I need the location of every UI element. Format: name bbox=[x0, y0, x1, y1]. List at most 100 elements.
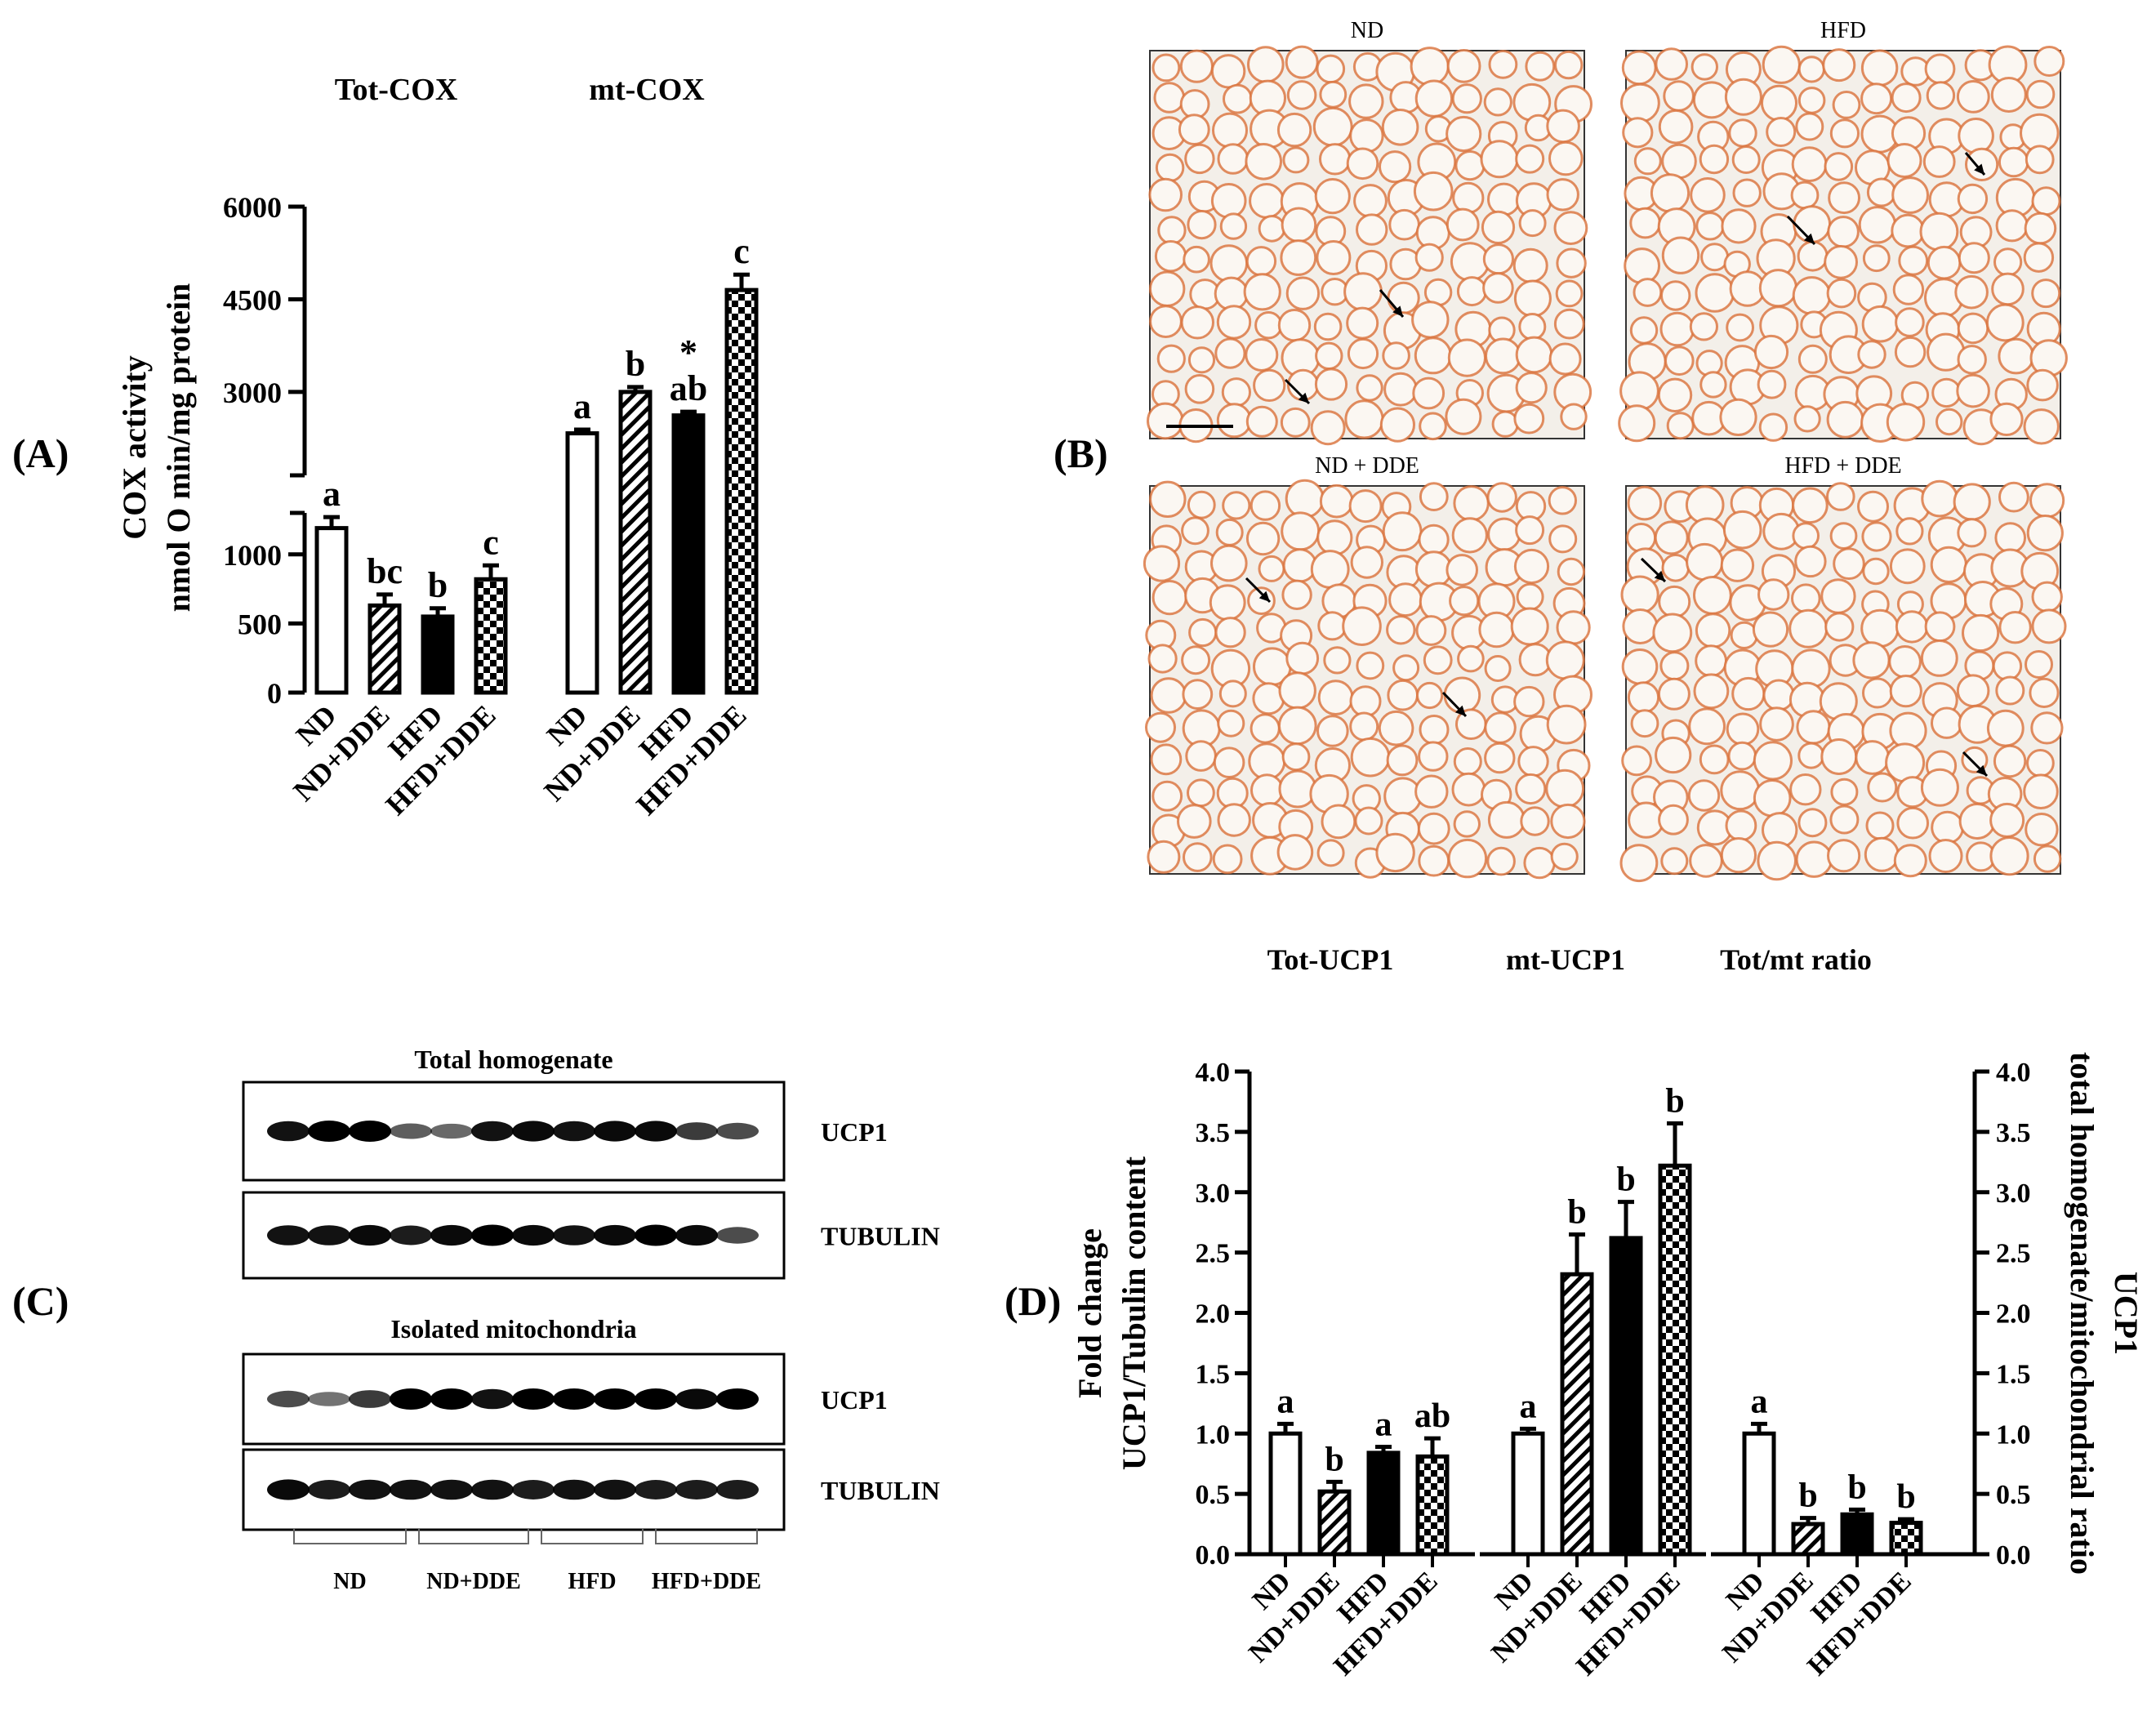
adipocyte bbox=[1210, 54, 1246, 89]
adipocyte bbox=[2031, 186, 2061, 216]
y-tick-label-right: 0.5 bbox=[1996, 1480, 2031, 1510]
band-label: UCP1 bbox=[821, 1117, 888, 1147]
adipocyte bbox=[1888, 645, 1922, 679]
adipocyte bbox=[1621, 745, 1652, 777]
adipocyte bbox=[1319, 143, 1352, 176]
adipocyte bbox=[1556, 247, 1587, 279]
adipocyte bbox=[1866, 177, 1896, 207]
adipocyte bbox=[1820, 578, 1856, 614]
adipocyte bbox=[1621, 50, 1657, 86]
adipocyte bbox=[1520, 806, 1550, 836]
cox-activity-chart: 0 500 1000 3000 4500 6000 COX activity nmol O m… bbox=[116, 73, 759, 822]
adipocyte bbox=[1922, 145, 1956, 178]
protein-band bbox=[471, 1121, 514, 1142]
y-tick-label-left: 3.0 bbox=[1196, 1179, 1231, 1209]
adipocyte bbox=[1792, 487, 1829, 524]
adipocyte bbox=[2031, 608, 2067, 644]
adipocyte bbox=[1515, 515, 1545, 546]
adipocyte bbox=[1285, 45, 1319, 79]
protein-band bbox=[512, 1480, 555, 1500]
significance-letter: bc bbox=[367, 551, 403, 591]
adipocyte bbox=[1281, 742, 1311, 772]
adipocyte bbox=[1515, 144, 1545, 174]
significance-letter: b bbox=[1325, 1441, 1343, 1478]
adipocyte bbox=[1893, 844, 1927, 878]
adipocyte bbox=[1154, 240, 1187, 273]
significance-letter: a bbox=[1277, 1383, 1294, 1420]
group-title: mt-COX bbox=[589, 73, 704, 107]
y-tick-label-left: 3.5 bbox=[1196, 1118, 1231, 1148]
adipocyte bbox=[1725, 809, 1757, 842]
adipocyte bbox=[1985, 303, 2025, 342]
protein-band bbox=[267, 1390, 310, 1408]
group-title: mt-UCP1 bbox=[1506, 943, 1625, 976]
adipocyte bbox=[1789, 773, 1822, 806]
adipocyte bbox=[1214, 617, 1246, 648]
adipocyte bbox=[2031, 279, 2061, 309]
panel-letter-d: (D) bbox=[1004, 1278, 1061, 1324]
adipocyte bbox=[1515, 773, 1547, 805]
adipocyte bbox=[1726, 712, 1760, 746]
adipocyte bbox=[1343, 272, 1383, 312]
adipocyte bbox=[1961, 746, 1989, 773]
adipocyte bbox=[1731, 145, 1761, 174]
adipocyte bbox=[2025, 650, 2053, 679]
adipocyte bbox=[1664, 345, 1695, 377]
panel-letter-a: (A) bbox=[12, 430, 69, 476]
adipocyte bbox=[1993, 744, 2027, 778]
adipocyte bbox=[1663, 80, 1695, 112]
adipocyte bbox=[1824, 245, 1859, 279]
adipocyte bbox=[1286, 80, 1317, 110]
adipocyte bbox=[1356, 651, 1385, 680]
adipocyte bbox=[1217, 803, 1251, 837]
adipocyte bbox=[2034, 46, 2065, 77]
adipocyte bbox=[1382, 511, 1423, 552]
significance-letter: c bbox=[483, 522, 499, 562]
protein-band bbox=[675, 1122, 718, 1140]
adipocyte bbox=[1989, 802, 2025, 838]
adipocyte bbox=[1182, 679, 1214, 710]
adipocyte bbox=[1245, 143, 1282, 180]
adipocyte bbox=[1281, 579, 1312, 610]
adipocyte bbox=[1895, 307, 1925, 337]
adipocyte bbox=[1346, 147, 1379, 180]
adipocyte bbox=[1957, 312, 1989, 345]
adipocyte bbox=[1695, 644, 1728, 678]
adipocyte bbox=[1183, 842, 1213, 872]
adipocyte bbox=[1280, 407, 1311, 438]
adipocyte bbox=[1655, 47, 1688, 81]
adipocyte bbox=[1659, 651, 1690, 681]
adipocyte bbox=[1249, 183, 1285, 219]
adipocyte bbox=[1152, 780, 1183, 812]
adipocyte bbox=[1833, 547, 1865, 581]
adipocyte bbox=[1720, 837, 1757, 874]
adipocyte bbox=[1148, 177, 1183, 212]
adipocyte bbox=[1450, 242, 1490, 282]
adipocyte bbox=[1217, 143, 1250, 175]
protein-band bbox=[512, 1388, 555, 1410]
adipocyte bbox=[1281, 207, 1317, 243]
adipocyte bbox=[1920, 768, 1959, 807]
adipocyte bbox=[1518, 313, 1547, 341]
adipocyte bbox=[1620, 82, 1660, 123]
adipocyte bbox=[1253, 368, 1286, 402]
adipocyte bbox=[1689, 312, 1718, 341]
adipocyte bbox=[1184, 374, 1215, 404]
adipocyte bbox=[1797, 742, 1825, 769]
adipocyte bbox=[1156, 344, 1186, 373]
adipocyte bbox=[1215, 518, 1244, 546]
adipocyte bbox=[1761, 84, 1797, 122]
adipocyte bbox=[1695, 613, 1731, 648]
adipocyte bbox=[1321, 804, 1356, 840]
adipocyte bbox=[1280, 239, 1317, 276]
adipocyte bbox=[1550, 803, 1586, 840]
adipocyte bbox=[1548, 140, 1584, 176]
arrow-head bbox=[1392, 305, 1403, 317]
significance-mark: * bbox=[679, 332, 697, 372]
significance-letter: b bbox=[1896, 1478, 1915, 1516]
adipocyte bbox=[1658, 585, 1691, 618]
adipocyte bbox=[1316, 240, 1352, 275]
adipocyte bbox=[1795, 840, 1833, 878]
adipocyte bbox=[1822, 48, 1856, 82]
